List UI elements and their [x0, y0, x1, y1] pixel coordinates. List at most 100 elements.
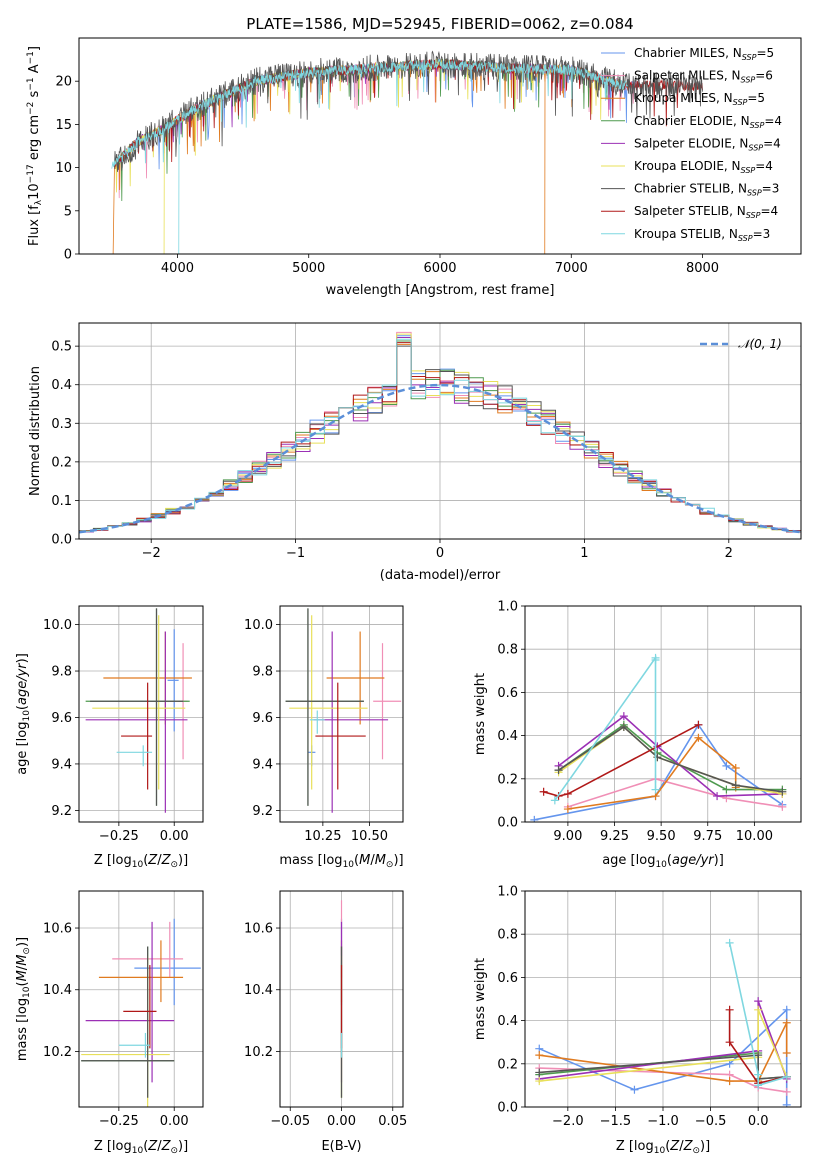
axes-frame: [78, 322, 802, 540]
y-tick-label: 10.2: [43, 1045, 72, 1060]
y-tick-label: 10.2: [244, 1045, 273, 1060]
plot-area: [535, 938, 791, 1107]
y-tick-label: 20: [55, 75, 72, 90]
x-tick-label: −1: [286, 546, 305, 561]
label-fragment: SSP: [738, 234, 753, 243]
x-axis-label: mass [log10(M/M⊙)]: [279, 853, 403, 870]
weight-marker: [725, 1038, 734, 1047]
y-tick-label: 15: [55, 118, 72, 133]
axes-frame: [78, 37, 802, 255]
label-fragment: /: [157, 1139, 162, 1154]
x-axis-label: Z [log10(Z/Z⊙)]: [94, 853, 188, 870]
y-tick-label: 0.3: [51, 417, 72, 432]
legend-label: Kroupa ELODIE, NSSP=4: [634, 159, 773, 175]
plot-area: [81, 918, 201, 1107]
label-fragment: age [log: [15, 722, 30, 775]
weight-marker: [754, 997, 763, 1006]
weight-line-7: [543, 724, 699, 797]
label-fragment: (: [15, 981, 30, 986]
weight-marker: [754, 1081, 763, 1090]
y-tick-label: 9.4: [252, 757, 273, 772]
label-fragment: Kroupa ELODIE, N: [634, 159, 741, 173]
y-tick-label: 1.0: [497, 885, 518, 900]
x-tick-label: 10.25: [304, 829, 341, 844]
label-fragment: 10: [22, 986, 32, 998]
y-tick-label: 0.0: [497, 1101, 518, 1116]
weight-marker: [722, 785, 731, 794]
weight-marker: [731, 781, 740, 790]
label-fragment: M: [15, 955, 30, 966]
weight-marker: [535, 1051, 544, 1060]
label-fragment: ⊙: [386, 860, 394, 870]
weight-marker: [550, 796, 559, 805]
label-fragment: =6: [755, 69, 773, 83]
chart-spectrum: 4000 5000 6000 7000 8000 0 5 10 15 20 wavelength […: [26, 37, 802, 298]
y-tick-label: 10.6: [244, 922, 273, 937]
spectrum-line-6: [114, 50, 703, 172]
label-fragment: Z [log: [94, 853, 132, 868]
label-fragment: Salpeter ELODIE, N: [634, 136, 748, 150]
y-tick-label: 10.6: [43, 922, 72, 937]
y-tick-label: 0.5: [51, 340, 72, 355]
y-tick-label: 0.0: [51, 533, 72, 548]
y-axis-label: mass weight: [473, 958, 488, 1040]
x-axis-label: age [log10(age/yr)]: [602, 853, 724, 870]
x-tick-label: 5000: [292, 261, 325, 276]
weight-marker: [554, 766, 563, 775]
x-tick-label: 9.25: [600, 829, 629, 844]
normal-curve: [79, 383, 801, 534]
label-fragment: (: [143, 853, 148, 868]
label-fragment: Kroupa MILES, N: [634, 91, 733, 105]
label-fragment: SSP: [733, 98, 748, 107]
y-tick-label: 0.4: [497, 1014, 518, 1029]
chart-age-vs-Z: −0.25 0.009.29.49.69.810.0Z [log10(Z/Z⊙)]…: [15, 605, 204, 870]
label-fragment: (: [667, 853, 672, 868]
x-axis-label: Z [log10(Z/Z⊙)]: [616, 1139, 710, 1156]
label-fragment: A: [27, 64, 42, 77]
histogram-8: [79, 338, 801, 534]
weight-marker: [725, 1077, 734, 1086]
plot-area: [79, 331, 801, 535]
label-fragment: (: [354, 853, 359, 868]
legend-label: Kroupa STELIB, NSSP=3: [634, 227, 770, 243]
axes-frame: [524, 605, 802, 823]
weight-marker: [630, 1085, 639, 1094]
label-fragment: 10: [132, 860, 144, 870]
label-fragment: Z: [161, 1139, 172, 1154]
label-fragment: 10: [343, 860, 355, 870]
label-fragment: age [log: [602, 853, 655, 868]
weight-marker: [713, 792, 722, 801]
label-fragment: Z: [161, 853, 172, 868]
label-fragment: )]: [178, 1139, 188, 1154]
x-tick-label: 0.00: [160, 1114, 189, 1129]
y-tick-label: 9.6: [51, 711, 72, 726]
label-fragment: Z [log: [616, 1139, 654, 1154]
y-tick-label: 9.4: [51, 757, 72, 772]
x-axis-label: wavelength [Angstrom, rest frame]: [326, 283, 555, 298]
x-tick-label: 7000: [555, 261, 588, 276]
axes-frame: [279, 605, 404, 823]
chart-weight-vs-age: 9.00 9.25 9.50 9.75 10.00 0.0 0.2 0.4 0.6 0.8 1.0 m…: [473, 600, 802, 870]
x-tick-label: −0.25: [99, 829, 139, 844]
label-fragment: (: [15, 705, 30, 710]
y-tick-label: 0.6: [497, 971, 518, 986]
x-tick-label: 9.50: [647, 829, 676, 844]
x-tick-label: 8000: [686, 261, 719, 276]
legend-label: Kroupa MILES, NSSP=5: [634, 91, 765, 107]
label-fragment: mass [log: [15, 998, 30, 1061]
x-tick-label: 0.0: [748, 1114, 769, 1129]
label-fragment: )]: [15, 653, 30, 663]
axes-frame: [279, 890, 404, 1108]
y-tick-label: 10.4: [43, 983, 72, 998]
label-fragment: erg cm: [27, 115, 42, 164]
weight-marker: [651, 656, 660, 664]
label-fragment: )]: [178, 853, 188, 868]
label-fragment: mass [log: [279, 853, 342, 868]
y-tick-label: 0.6: [497, 686, 518, 701]
y-tick-label: 0.8: [497, 643, 518, 658]
weight-marker: [619, 722, 628, 731]
label-fragment: SSP: [747, 189, 762, 198]
label-fragment: SSP: [741, 166, 756, 175]
label-fragment: Flux [f: [27, 205, 42, 246]
weight-marker: [778, 802, 787, 811]
